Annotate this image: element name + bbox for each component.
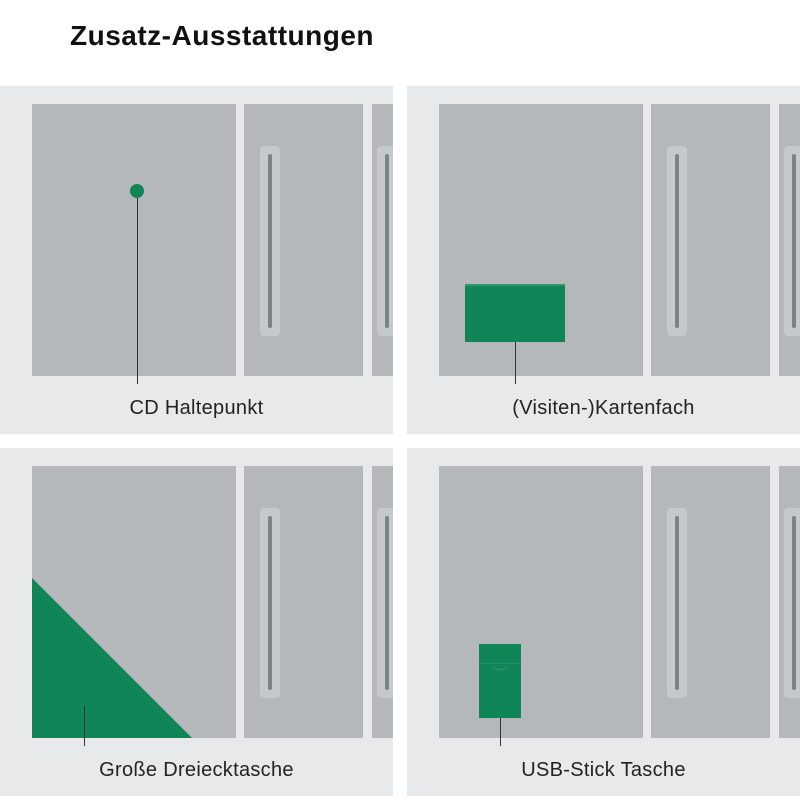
illustration: CD Haltepunkt bbox=[0, 86, 393, 434]
option-label: (Visiten-)Kartenfach bbox=[512, 397, 694, 420]
option-card-cd-haltepunkt: CD Haltepunkt bbox=[0, 86, 393, 434]
page-title: Zusatz-Ausstattungen bbox=[70, 20, 800, 52]
illustration: USB-Stick Tasche bbox=[407, 448, 800, 796]
option-label: USB-Stick Tasche bbox=[521, 759, 686, 782]
binder-hinge bbox=[260, 508, 280, 698]
folder-panel-left bbox=[32, 104, 236, 376]
binder-hinge bbox=[260, 146, 280, 336]
options-grid: CD Haltepunkt (Visiten-)Kartenfach bbox=[0, 72, 800, 796]
illustration: (Visiten-)Kartenfach bbox=[407, 86, 800, 434]
folder-panel-left bbox=[439, 466, 643, 738]
binder-hinge bbox=[667, 146, 687, 336]
callout-line bbox=[137, 198, 138, 384]
caption-box: Große Dreiecktasche bbox=[0, 744, 393, 796]
option-card-visitenkartenfach: (Visiten-)Kartenfach bbox=[407, 86, 800, 434]
caption-box: USB-Stick Tasche bbox=[407, 744, 800, 796]
caption-box: CD Haltepunkt bbox=[0, 382, 393, 434]
business-card-slot-icon bbox=[465, 284, 565, 342]
binder-hinge-right bbox=[377, 508, 393, 698]
binder-hinge-right bbox=[784, 146, 800, 336]
callout-line bbox=[84, 706, 85, 746]
usb-pocket-icon bbox=[479, 644, 521, 718]
binder-hinge-right bbox=[377, 146, 393, 336]
illustration: Große Dreiecktasche bbox=[0, 448, 393, 796]
callout-line bbox=[500, 718, 501, 746]
option-label: CD Haltepunkt bbox=[130, 397, 264, 420]
caption-box: (Visiten-)Kartenfach bbox=[407, 382, 800, 434]
binder-hinge-right bbox=[784, 508, 800, 698]
callout-line bbox=[515, 342, 516, 384]
binder-hinge bbox=[667, 508, 687, 698]
option-card-dreiecktasche: Große Dreiecktasche bbox=[0, 448, 393, 796]
option-label: Große Dreiecktasche bbox=[99, 759, 294, 782]
triangle-pocket-icon bbox=[32, 578, 192, 738]
header: Zusatz-Ausstattungen bbox=[0, 0, 800, 72]
option-card-usb-tasche: USB-Stick Tasche bbox=[407, 448, 800, 796]
cd-holder-dot-icon bbox=[130, 184, 144, 198]
